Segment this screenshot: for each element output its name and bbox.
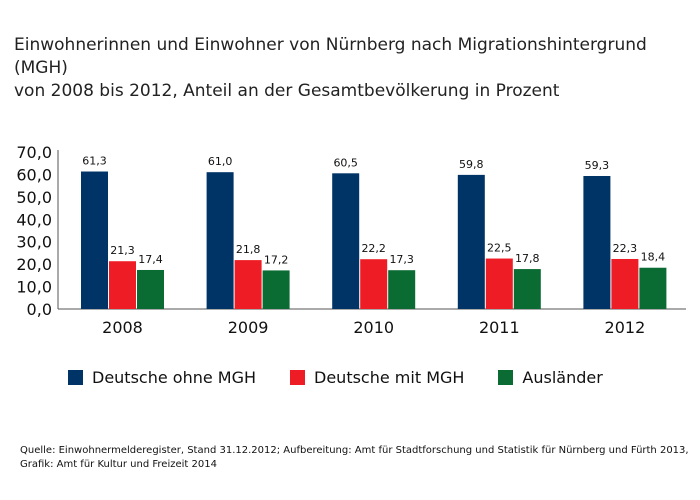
bar [109,261,136,309]
bar [583,175,611,309]
bar [332,173,360,309]
y-tick-label: 30,0 [16,233,52,252]
x-tick-label: 2012 [605,318,646,337]
source-line-2: Grafik: Amt für Kultur und Freizeit 2014 [20,459,217,470]
legend-swatch-deutsche-mit-mgh [290,370,306,385]
y-tick-label: 20,0 [16,255,52,274]
bar [611,258,639,309]
data-label: 61,0 [208,155,233,168]
y-tick-label: 40,0 [16,210,52,229]
y-tick-label: 60,0 [16,165,52,184]
bar [262,270,290,309]
source-line-1: Quelle: Einwohnermelderegister, Stand 31… [20,445,689,456]
bar-chart: 0,010,020,030,040,050,060,070,0 61,321,31… [16,143,686,337]
chart-title-line-1: Einwohnerinnen und Einwohner von Nürnber… [14,35,647,78]
chart-title: Einwohnerinnen und Einwohner von Nürnber… [14,34,694,103]
bar [234,260,262,309]
data-label: 22,3 [613,242,638,255]
source-note: Quelle: Einwohnermelderegister, Stand 31… [20,444,690,472]
data-label: 61,3 [82,155,107,168]
bar [513,269,541,309]
bar [388,270,416,309]
bar [485,258,513,309]
bar [360,259,388,309]
data-label: 17,8 [515,252,540,265]
legend-item-deutsche-mit-mgh: Deutsche mit MGH [290,368,464,387]
y-tick-label: 0,0 [27,300,52,319]
data-label: 60,5 [333,156,358,169]
data-label: 17,2 [264,253,289,266]
legend-item-deutsche-ohne-mgh: Deutsche ohne MGH [68,368,256,387]
x-tick-label: 2008 [102,318,143,337]
bar [137,269,164,309]
legend-label-auslaender: Ausländer [522,368,603,387]
y-tick-label: 10,0 [16,278,52,297]
x-tick-label: 2010 [353,318,394,337]
bar [639,267,667,309]
bar [457,174,485,309]
y-tick-label: 70,0 [16,143,52,162]
chart-legend: Deutsche ohne MGH Deutsche mit MGH Auslä… [68,368,637,387]
data-label: 17,4 [138,253,163,266]
legend-item-auslaender: Ausländer [498,368,603,387]
legend-label-deutsche-mit-mgh: Deutsche mit MGH [314,368,465,387]
data-label: 22,5 [487,242,512,255]
legend-label-deutsche-ohne-mgh: Deutsche ohne MGH [92,368,257,387]
x-tick-label: 2011 [479,318,520,337]
data-label: 17,3 [389,253,414,266]
data-label: 59,8 [459,158,484,171]
x-tick-label: 2009 [228,318,269,337]
legend-swatch-auslaender [498,370,514,385]
legend-swatch-deutsche-ohne-mgh [68,370,83,385]
data-label: 21,8 [236,243,261,256]
chart-title-line-2: von 2008 bis 2012, Anteil an der Gesamtb… [14,81,560,101]
data-label: 22,2 [361,242,386,255]
data-label: 18,4 [641,251,666,264]
data-label: 21,3 [110,244,135,257]
bar [81,171,108,309]
data-label: 59,3 [585,159,610,172]
y-tick-label: 50,0 [16,188,52,207]
bar [206,172,234,309]
